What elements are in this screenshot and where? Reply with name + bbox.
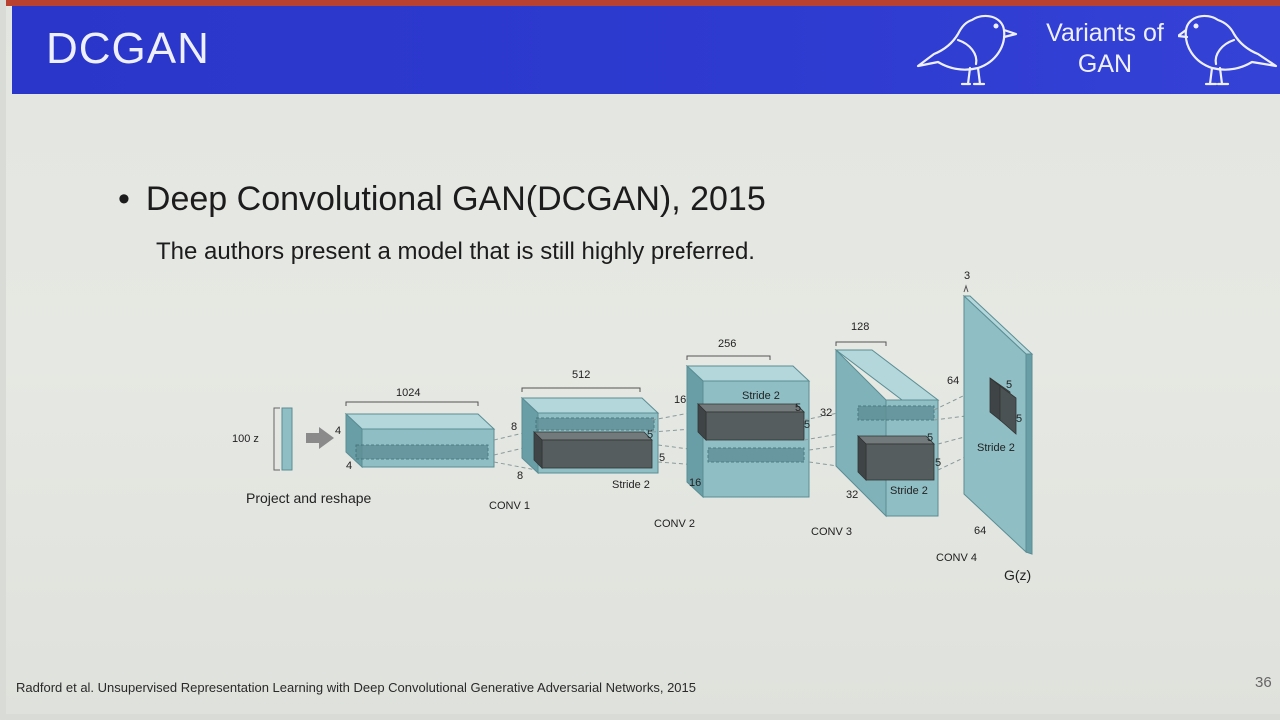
section-label-line-2: GAN — [1077, 50, 1133, 78]
conv1-block — [520, 396, 660, 475]
conv4-h-label: 64 — [947, 375, 959, 387]
conv4-kernel-a: 5 — [1006, 379, 1012, 391]
conv4-stride: Stride 2 — [977, 442, 1015, 454]
page-number: 36 — [1255, 674, 1272, 691]
bird-icon — [916, 14, 1018, 86]
conv2-kernel-a: 5 — [795, 402, 801, 414]
subtitle: The authors present a model that is stil… — [156, 238, 755, 265]
conv3-kernel-b: 5 — [935, 457, 941, 469]
conv3-label: CONV 3 — [811, 526, 852, 538]
proj-h-label: 4 — [335, 425, 341, 437]
conv1-h-label: 8 — [511, 421, 517, 433]
conv3-block — [834, 348, 940, 518]
bullet-heading: • Deep Convolutional GAN(DCGAN), 2015 — [118, 180, 766, 219]
conv2-kernel-b: 5 — [804, 419, 810, 431]
output-gz-label: G(z) — [1004, 567, 1031, 583]
conv3-kernel-a: 5 — [927, 432, 933, 444]
conv2-depth-label: 256 — [718, 338, 736, 350]
conv4-label: CONV 4 — [936, 552, 977, 564]
input-z-label: 100 z — [232, 433, 259, 445]
z-bracket — [273, 407, 280, 471]
z-vector — [281, 407, 293, 471]
conv3-stride: Stride 2 — [890, 485, 928, 497]
conv2-w-label: 16 — [689, 477, 701, 489]
conv3-depth-label: 128 — [851, 321, 869, 333]
project-block — [344, 412, 496, 469]
slide: DCGAN Variants of GAN — [6, 0, 1280, 714]
conv1-kernel-b: 5 — [659, 452, 665, 464]
conv2-label: CONV 2 — [654, 518, 695, 530]
conv1-kernel-a: 5 — [647, 429, 653, 441]
conv3-w-label: 32 — [846, 489, 858, 501]
bullet-marker: • — [118, 180, 130, 218]
conv3-h-label: 32 — [820, 407, 832, 419]
arrow-right-icon — [306, 427, 334, 449]
conv4-block — [962, 294, 1034, 555]
conv1-depth-label: 512 — [572, 369, 590, 381]
bird-icon — [1178, 14, 1278, 86]
footer-reference: Radford et al. Unsupervised Representati… — [16, 680, 696, 695]
slide-header: DCGAN Variants of GAN — [12, 6, 1280, 94]
dcgan-architecture-diagram: 100 z Project and reshape 1024 4 4 — [232, 270, 1034, 583]
proj-w-label: 4 — [346, 460, 352, 472]
conv4-kernel-b: 5 — [1016, 413, 1022, 425]
conv1-stride: Stride 2 — [612, 479, 650, 491]
conv4-depth-label: 3 — [964, 270, 970, 282]
proj-depth-label: 1024 — [396, 387, 420, 399]
conv1-w-label: 8 — [517, 470, 523, 482]
section-label-line-1: Variants of — [1046, 19, 1164, 47]
top-strip — [6, 0, 1280, 6]
bullet-text: Deep Convolutional GAN(DCGAN), 2015 — [145, 180, 766, 218]
section-label: Variants of GAN — [1030, 18, 1180, 80]
conv4-w-label: 64 — [974, 525, 986, 537]
project-reshape-caption: Project and reshape — [246, 490, 372, 506]
conv2-h-label: 16 — [674, 394, 686, 406]
slide-title: DCGAN — [46, 24, 210, 73]
conv2-stride: Stride 2 — [742, 390, 780, 402]
conv2-block — [685, 364, 811, 499]
conv1-label: CONV 1 — [489, 500, 530, 512]
